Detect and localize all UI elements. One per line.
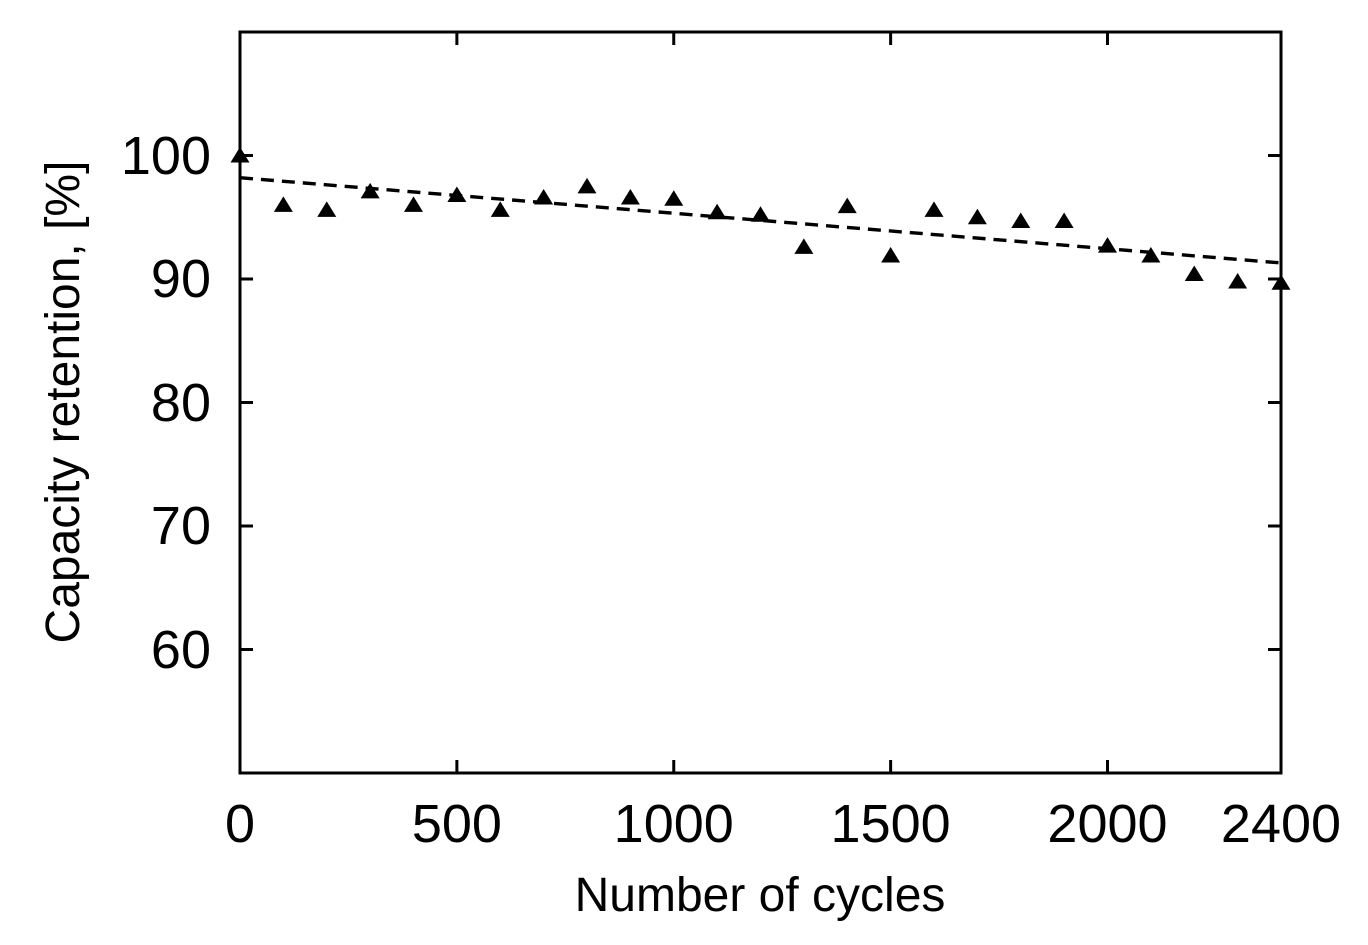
data-point-marker (534, 188, 554, 205)
data-point-marker (1228, 272, 1248, 289)
data-point-marker (360, 182, 380, 199)
x-tick-label: 2400 (1220, 794, 1342, 854)
data-point-marker (317, 201, 337, 217)
data-point-marker (1141, 247, 1161, 263)
data-point-marker (881, 247, 901, 263)
x-tick-label: 1500 (830, 794, 951, 854)
data-point-marker (1054, 212, 1074, 228)
data-point-marker (490, 201, 510, 217)
x-tick-label: 0 (224, 794, 256, 854)
data-point-marker (794, 238, 814, 254)
data-point-marker (447, 186, 467, 203)
x-tick-label: 1000 (613, 794, 734, 854)
y-tick-label: 60 (150, 619, 211, 680)
x-tick-label: 500 (411, 794, 502, 854)
data-point-marker (1011, 212, 1031, 228)
data-point-marker (404, 196, 423, 212)
y-tick-label: 70 (150, 496, 211, 556)
y-tick-label: 80 (150, 372, 211, 433)
data-point-marker (751, 206, 770, 222)
data-point-marker (273, 196, 293, 212)
data-point-marker (1184, 265, 1204, 282)
y-tick-label: 100 (120, 125, 211, 186)
data-point-marker (620, 188, 640, 205)
x-axis-title: Number of cycles (574, 869, 946, 922)
data-point-marker (924, 201, 944, 217)
y-tick-label: 90 (150, 249, 211, 309)
data-point-marker (707, 203, 727, 220)
data-point-marker (967, 208, 987, 225)
data-point-marker (577, 177, 597, 194)
data-point-marker (230, 147, 250, 163)
x-tick-label: 2000 (1047, 794, 1168, 854)
data-point-marker (664, 190, 684, 206)
data-point-marker (1271, 274, 1291, 290)
data-point-marker (1098, 237, 1117, 253)
plot-border (238, 30, 1283, 775)
data-point-marker (837, 197, 857, 214)
